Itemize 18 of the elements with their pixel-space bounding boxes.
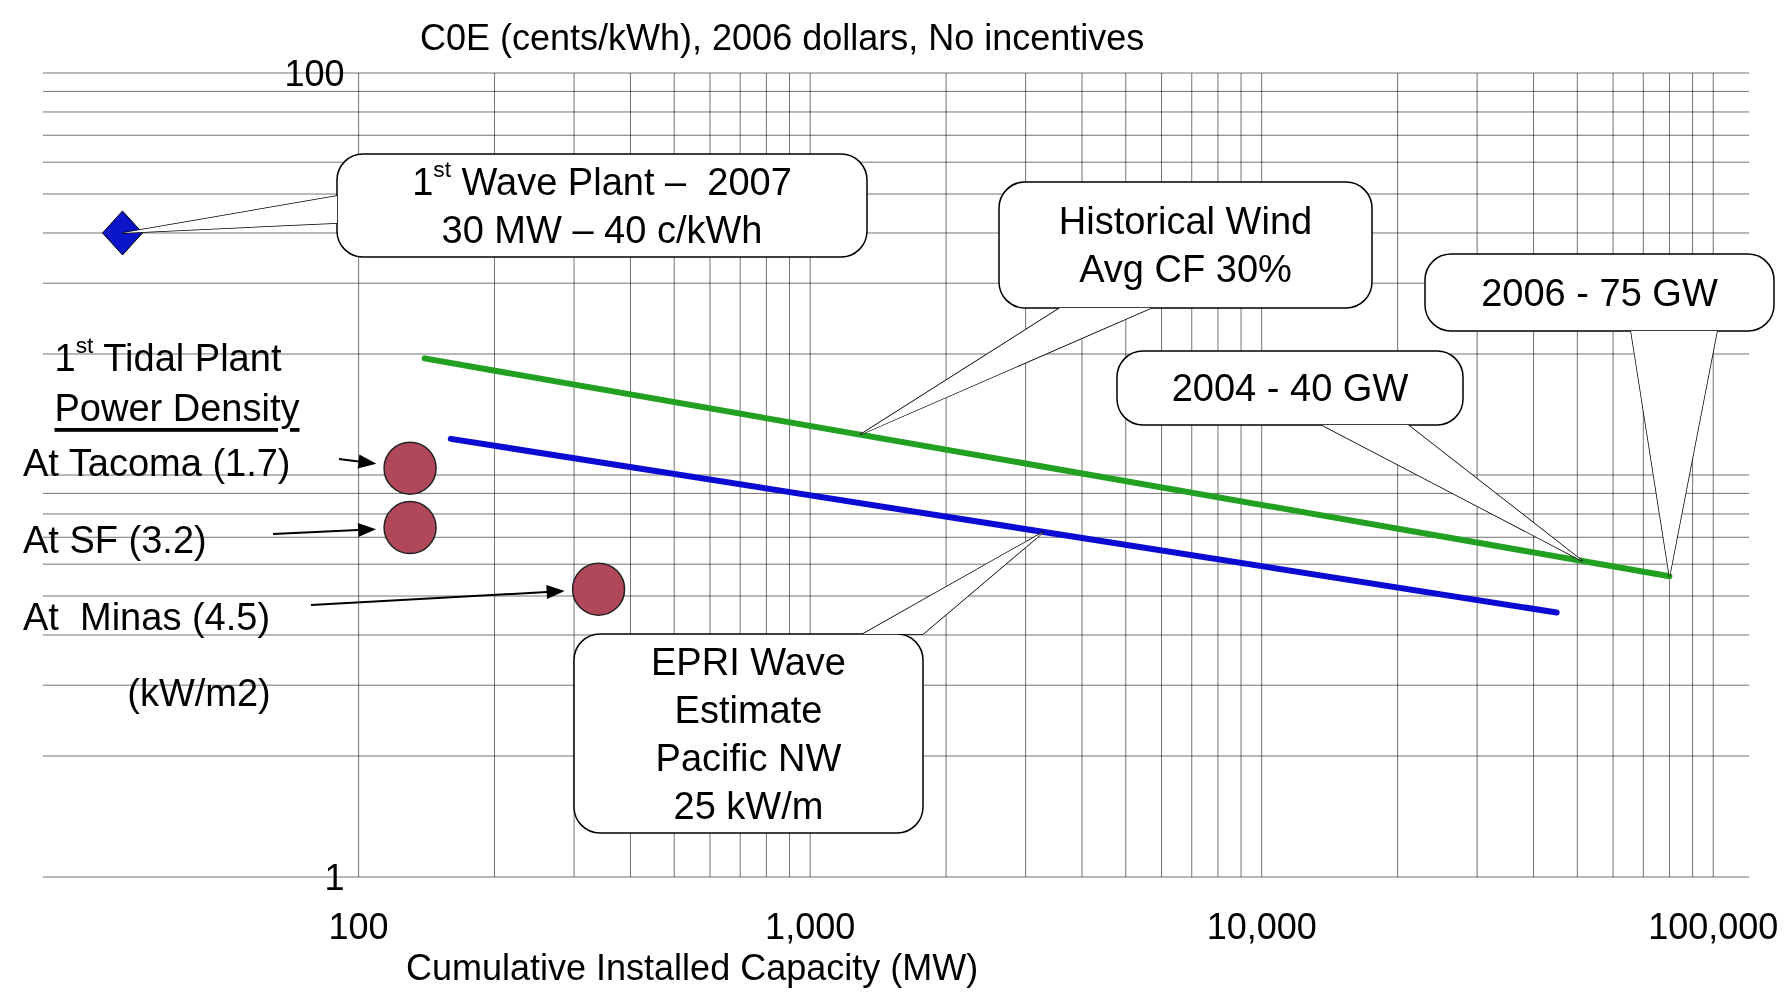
annotation: (kW/m2) — [127, 672, 271, 714]
annotation: 1$^{st}$ Tidal Plant — [54, 332, 282, 379]
chart-title: C0E (cents/kWh), 2006 dollars, No incentives — [420, 17, 1145, 58]
annotation: Historical Wind Avg CF 30% — [1058, 200, 1313, 290]
annotation: 1$^{st}$ Wave Plant – 2007 30 MW – 40 c/kWh — [412, 155, 792, 251]
x-tick-label: 100,000 — [1648, 905, 1779, 947]
annotation: At Minas (4.5) — [23, 596, 271, 638]
y-tick-label: 1 — [324, 856, 345, 898]
annotation: 2004 - 40 GW — [1171, 367, 1409, 409]
x-tick-label: 10,000 — [1206, 905, 1317, 947]
x-tick-label: 100 — [328, 905, 389, 947]
x-axis-title: Cumulative Installed Capacity (MW) — [406, 947, 979, 988]
annotation: 2006 - 75 GW — [1481, 271, 1718, 314]
x-tick-label: 1,000 — [765, 905, 856, 947]
annotation: At Tacoma (1.7) — [23, 442, 291, 484]
annotation: At SF (3.2) — [23, 519, 207, 561]
annotation: EPRI Wave Estimate Pacific NW 25 kW/m — [651, 640, 846, 827]
annotation: Power Density — [54, 387, 300, 429]
